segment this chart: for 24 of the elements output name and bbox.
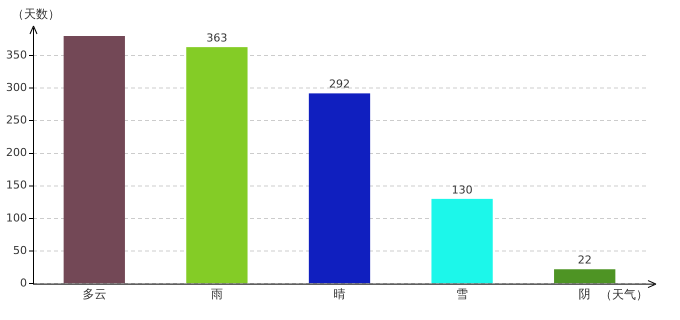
x-tick-label: 晴 <box>334 286 346 301</box>
y-tick-label: 250 <box>6 114 27 127</box>
data-label: 292 <box>329 78 350 91</box>
x-tick-label: 雪 <box>456 286 468 301</box>
x-tick-label: 雨 <box>210 286 223 301</box>
y-tick-label: 350 <box>6 48 27 62</box>
x-tick-label: 多云 <box>82 286 106 301</box>
y-tick-label: 150 <box>6 178 27 192</box>
y-tick-label: 200 <box>6 146 27 160</box>
y-tick-label: 100 <box>6 211 27 224</box>
y-tick-label: 0 <box>20 276 27 290</box>
bar <box>186 47 248 284</box>
y-axis-title: （天数） <box>12 7 60 22</box>
x-axis-title: （天气） <box>600 288 648 302</box>
data-label: 130 <box>452 183 473 196</box>
y-tick-label: 300 <box>6 80 27 94</box>
bar <box>308 93 370 284</box>
y-tick-label: 50 <box>12 244 27 257</box>
bar <box>64 36 125 284</box>
x-tick-label: 阴 <box>578 286 591 301</box>
data-label: 363 <box>206 31 228 44</box>
bar <box>431 198 493 284</box>
bar <box>554 269 616 284</box>
data-label: 22 <box>578 254 592 267</box>
